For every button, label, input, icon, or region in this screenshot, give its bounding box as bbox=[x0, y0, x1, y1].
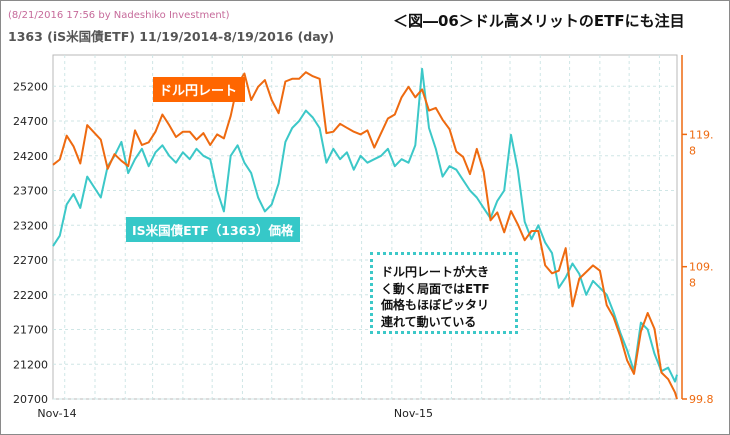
left-tick-label: 23700 bbox=[13, 185, 48, 198]
x-tick-label: Nov-15 bbox=[394, 407, 433, 420]
left-tick-label: 24700 bbox=[13, 115, 48, 128]
right-tick-label: 99.8 bbox=[689, 393, 714, 406]
etf-price-line bbox=[52, 67, 678, 383]
etf-series-label: IS米国債ETF（1363）価格 bbox=[126, 217, 300, 242]
right-tick-label: 109. 8 bbox=[689, 261, 714, 290]
usd-series-label: ドル円レート bbox=[153, 77, 246, 102]
meta-line: (8/21/2016 17:56 by Nadeshiko Investment… bbox=[8, 10, 230, 21]
annotation-text: ドル円レートが大き く動く局面ではETF 価格もほぼピッタリ 連れて動いている bbox=[381, 265, 490, 329]
series-title: 1363 (iS米国債ETF) 11/19/2014-8/19/2016 (da… bbox=[8, 29, 335, 44]
right-tick-label: 119. 8 bbox=[689, 128, 714, 157]
left-tick-label: 20700 bbox=[13, 393, 48, 406]
left-tick-label: 21700 bbox=[13, 324, 48, 337]
left-tick-label: 24200 bbox=[13, 150, 48, 163]
usdjpy-line bbox=[52, 71, 678, 400]
left-tick-label: 22200 bbox=[13, 289, 48, 302]
x-tick-label: Nov-14 bbox=[37, 407, 76, 420]
left-tick-label: 23200 bbox=[13, 219, 48, 232]
figure-banner: ＜図―06＞ドル高メリットのETFにも注目 bbox=[393, 12, 685, 30]
left-tick-label: 21200 bbox=[13, 358, 48, 371]
annotation-box: ドル円レートが大き く動く局面ではETF 価格もほぼピッタリ 連れて動いている bbox=[370, 252, 518, 334]
left-tick-label: 22700 bbox=[13, 254, 48, 267]
left-tick-label: 25200 bbox=[13, 80, 48, 93]
